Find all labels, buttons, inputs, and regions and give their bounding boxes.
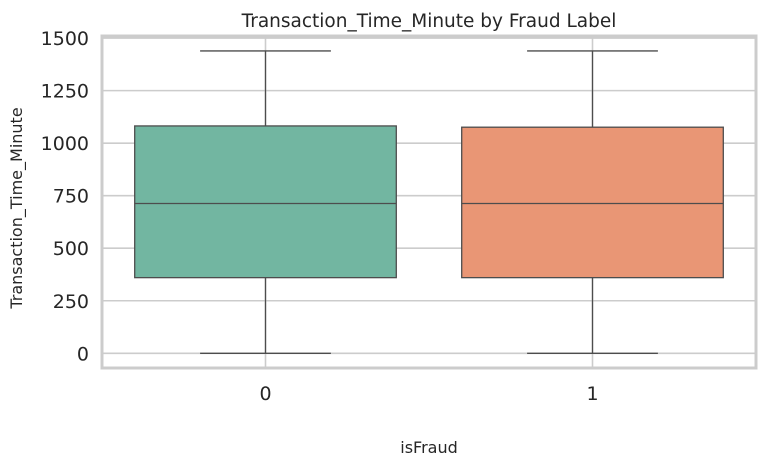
- boxes: [134, 50, 724, 354]
- x-axis-label: isFraud: [400, 438, 458, 457]
- y-tick-label: 1500: [41, 28, 89, 50]
- y-tick-label: 500: [53, 238, 89, 260]
- y-tick-label: 250: [53, 291, 89, 313]
- y-tick-label: 0: [77, 343, 89, 365]
- y-tick-label: 750: [53, 186, 89, 208]
- y-axis-label: Transaction_Time_Minute: [7, 107, 27, 309]
- chart-title: Transaction_Time_Minute by Fraud Label: [241, 11, 617, 32]
- x-tick-label: 0: [259, 383, 271, 405]
- box-0: [134, 50, 397, 354]
- x-tick-label: 1: [586, 383, 598, 405]
- y-tick-label: 1000: [41, 133, 89, 155]
- iqr-box: [461, 126, 724, 279]
- y-ticks: 0 250 500 750 1000 1250 1500: [41, 28, 89, 365]
- axes-frame: [100, 34, 758, 370]
- box-1: [461, 50, 724, 354]
- plot-frame: [100, 34, 758, 370]
- iqr-box: [134, 125, 397, 279]
- y-tick-label: 1250: [41, 81, 89, 103]
